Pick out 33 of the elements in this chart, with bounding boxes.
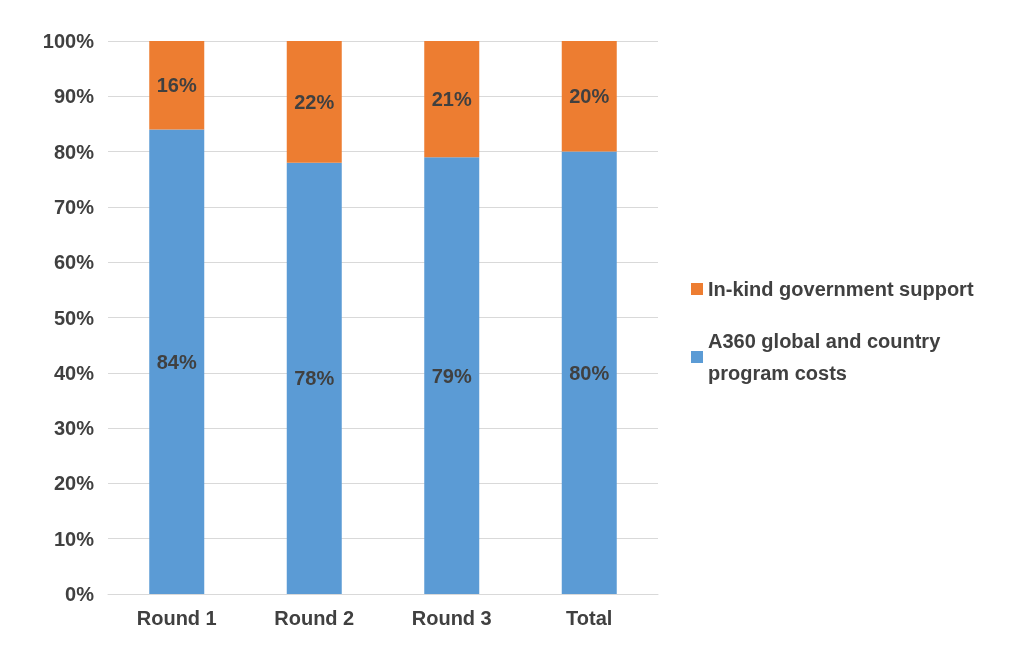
y-tick-label: 80% bbox=[53, 140, 95, 163]
data-label: 20% bbox=[569, 85, 610, 108]
x-tick-label: Round 1 bbox=[136, 607, 217, 629]
x-tick-label: Round 2 bbox=[274, 607, 355, 629]
bar bbox=[149, 129, 205, 594]
x-tick-label: Round 3 bbox=[411, 607, 492, 629]
legend-label: A360 global and country program costs bbox=[708, 330, 946, 384]
data-label: 80% bbox=[569, 361, 610, 384]
bar bbox=[424, 157, 480, 594]
data-label: 16% bbox=[156, 74, 197, 97]
y-tick-label: 70% bbox=[53, 195, 95, 218]
bar bbox=[286, 162, 342, 594]
y-tick-label: 20% bbox=[53, 472, 95, 495]
data-label: 21% bbox=[431, 88, 472, 111]
y-tick-label: 10% bbox=[53, 527, 95, 550]
legend-label: In-kind government support bbox=[708, 278, 974, 300]
y-tick-label: 90% bbox=[53, 85, 95, 108]
bar bbox=[424, 41, 480, 158]
x-tick-label: Total bbox=[566, 607, 613, 629]
bar bbox=[561, 41, 617, 152]
data-label: 22% bbox=[294, 90, 335, 113]
bar bbox=[149, 41, 205, 130]
y-tick-label: 100% bbox=[42, 30, 95, 52]
y-tick-label: 40% bbox=[53, 361, 95, 384]
y-tick-label: 60% bbox=[53, 251, 95, 274]
y-tick-label: 30% bbox=[53, 417, 95, 440]
data-label: 79% bbox=[431, 364, 472, 387]
bar bbox=[561, 151, 617, 594]
bar bbox=[286, 41, 342, 163]
data-label: 84% bbox=[156, 350, 197, 373]
data-label: 78% bbox=[294, 367, 335, 390]
y-tick-label: 0% bbox=[65, 583, 95, 605]
y-tick-label: 50% bbox=[53, 306, 95, 329]
